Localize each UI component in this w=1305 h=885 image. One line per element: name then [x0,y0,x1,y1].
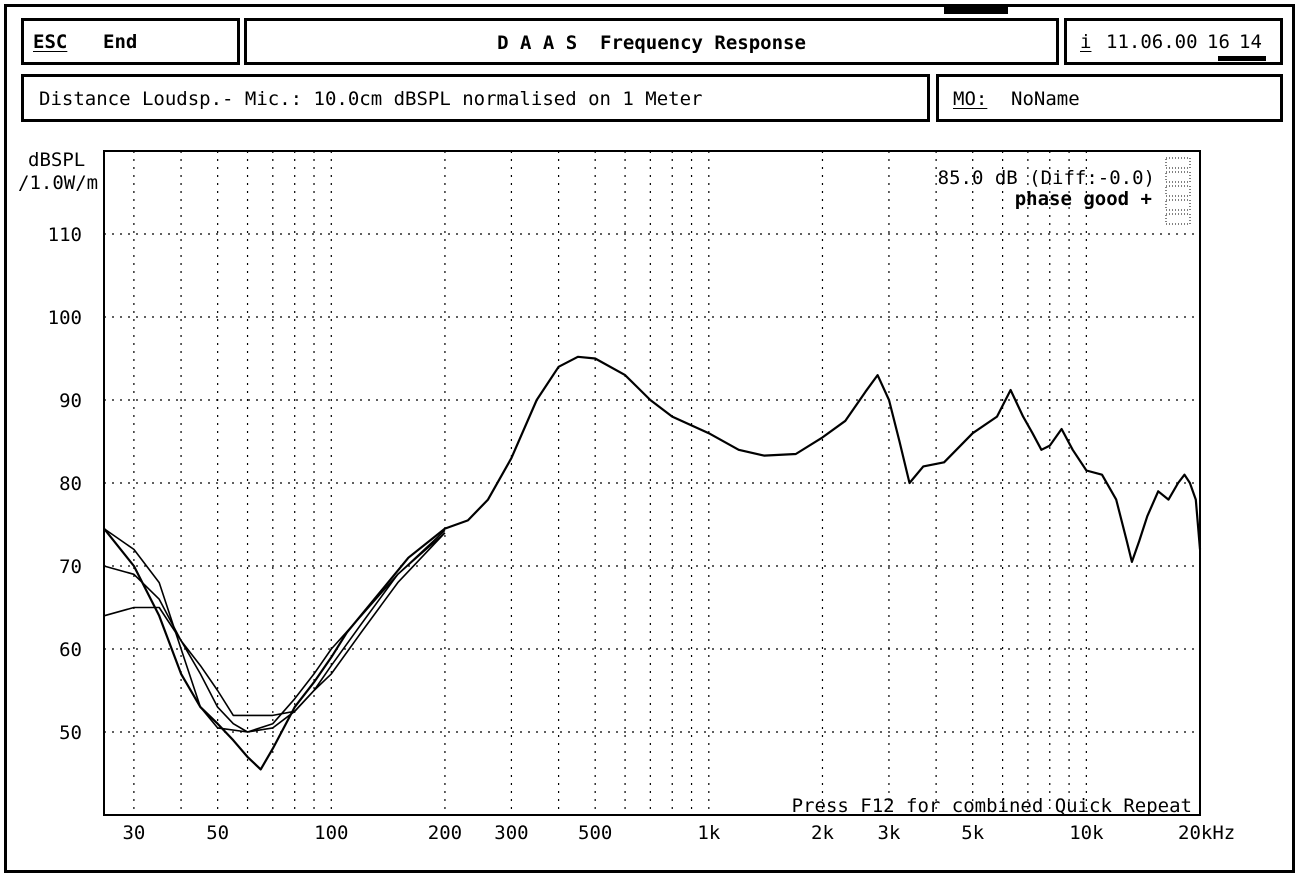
series-line-4 [103,527,446,733]
legend-swatch [1165,157,1191,169]
mo-panel: MO: NoName [936,74,1283,122]
time-hour: 16 [1207,31,1230,53]
series-line-1 [103,355,1202,771]
x-tick-label: 100 [314,822,348,844]
x-tick-label: 500 [578,822,612,844]
mo-value: NoName [1011,88,1080,110]
y-tick-label: 110 [48,224,82,246]
page-title: D A A S Frequency Response [497,32,806,54]
date-value: 11.06.00 [1106,31,1198,53]
y-tick-label: 100 [48,307,82,329]
x-tick-label: 1k [697,822,720,844]
y-axis-label-line1: dBSPL [28,149,85,171]
level-annotation: 85.0 dB (Diff:-0.0) [938,167,1155,189]
chart-grid [104,151,1200,815]
series-line-2 [103,532,446,733]
distance-text: Distance Loudsp.- Mic.: 10.0cm dBSPL nor… [39,88,703,110]
plot-border [103,150,1201,816]
x-tick-label: 20kHz [1178,822,1235,844]
x-tick-label: 5k [961,822,984,844]
end-button[interactable]: End [103,31,138,53]
y-tick-label: 60 [59,639,82,661]
legend-swatch [1165,171,1191,183]
cursor-bar [1218,56,1266,61]
y-tick-label: 50 [59,722,82,744]
legend-swatch [1165,213,1191,225]
legend-swatches [1165,157,1191,225]
esc-end-panel: ESC End [21,18,240,65]
phase-annotation: phase good + [1015,188,1152,210]
esc-button[interactable]: ESC [33,31,68,53]
legend-swatch [1165,185,1191,197]
footer-note: Press F12 for combined Quick Repeat [792,795,1192,817]
y-tick-label: 90 [59,390,82,412]
window-frame [4,4,1295,873]
x-tick-label: 10k [1069,822,1104,844]
info-button[interactable]: i [1080,31,1092,53]
y-tick-label: 80 [59,473,82,495]
x-tick-label: 30 [122,822,145,844]
title-panel: D A A S Frequency Response [244,18,1059,65]
time-minute: 14 [1239,31,1262,53]
series-group [103,355,1202,771]
series-line-3 [103,532,446,717]
axis-ticks: 110 100 90 80 70 60 50 30 50 100 200 300 500 1k 2k 3k 5k… [48,224,1236,844]
y-tick-label: 70 [59,556,82,578]
x-tick-label: 2k [811,822,834,844]
distance-panel: Distance Loudsp.- Mic.: 10.0cm dBSPL nor… [21,74,930,122]
x-tick-label: 50 [206,822,229,844]
mo-label[interactable]: MO: [953,88,988,110]
x-tick-label: 200 [428,822,462,844]
legend-swatch [1165,199,1191,211]
x-tick-label: 300 [494,822,528,844]
title-indicator-bar [944,7,1008,14]
x-tick-label: 3k [878,822,901,844]
y-axis-label-line2: /1.0W/m [18,172,98,194]
